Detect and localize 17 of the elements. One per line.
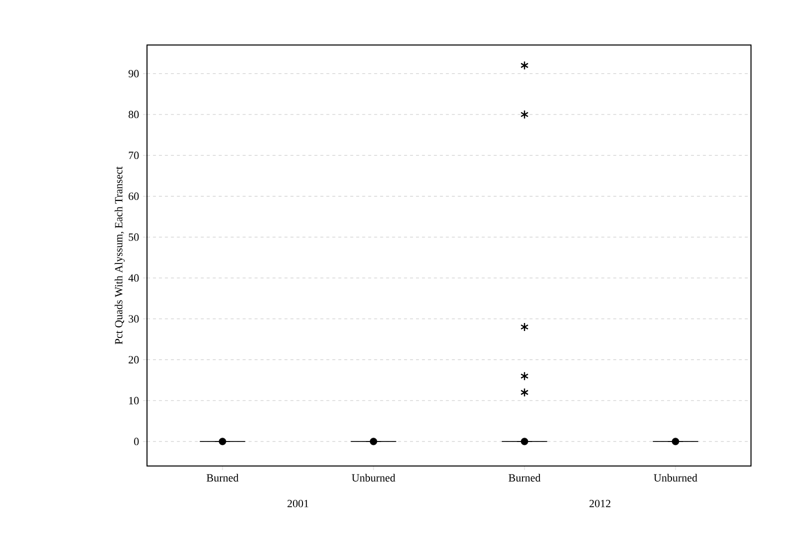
y-tick-label: 30 [128,315,139,323]
x-tick-label: Burned [508,474,540,482]
text: 2012 [590,500,610,508]
y-tick-label: 0 [134,438,139,446]
y-tick-label: 90 [128,70,139,78]
y-axis-title: Pct Quads With Alyssum, Each Transect [114,166,125,344]
y-tick-label: 80 [128,110,139,118]
text: 2001 [288,500,308,508]
y-tick-label: 20 [128,356,139,364]
y-tick-label: 70 [128,152,139,160]
y-tick-label: 60 [128,192,139,200]
x-tick-label: Unburned [352,474,396,482]
y-tick-label: 50 [128,233,139,241]
y-tick-label: 40 [128,274,139,282]
x-tick-label: Unburned [654,474,698,482]
x-tick-label: Burned [206,474,238,482]
y-tick-label: 10 [129,396,139,404]
